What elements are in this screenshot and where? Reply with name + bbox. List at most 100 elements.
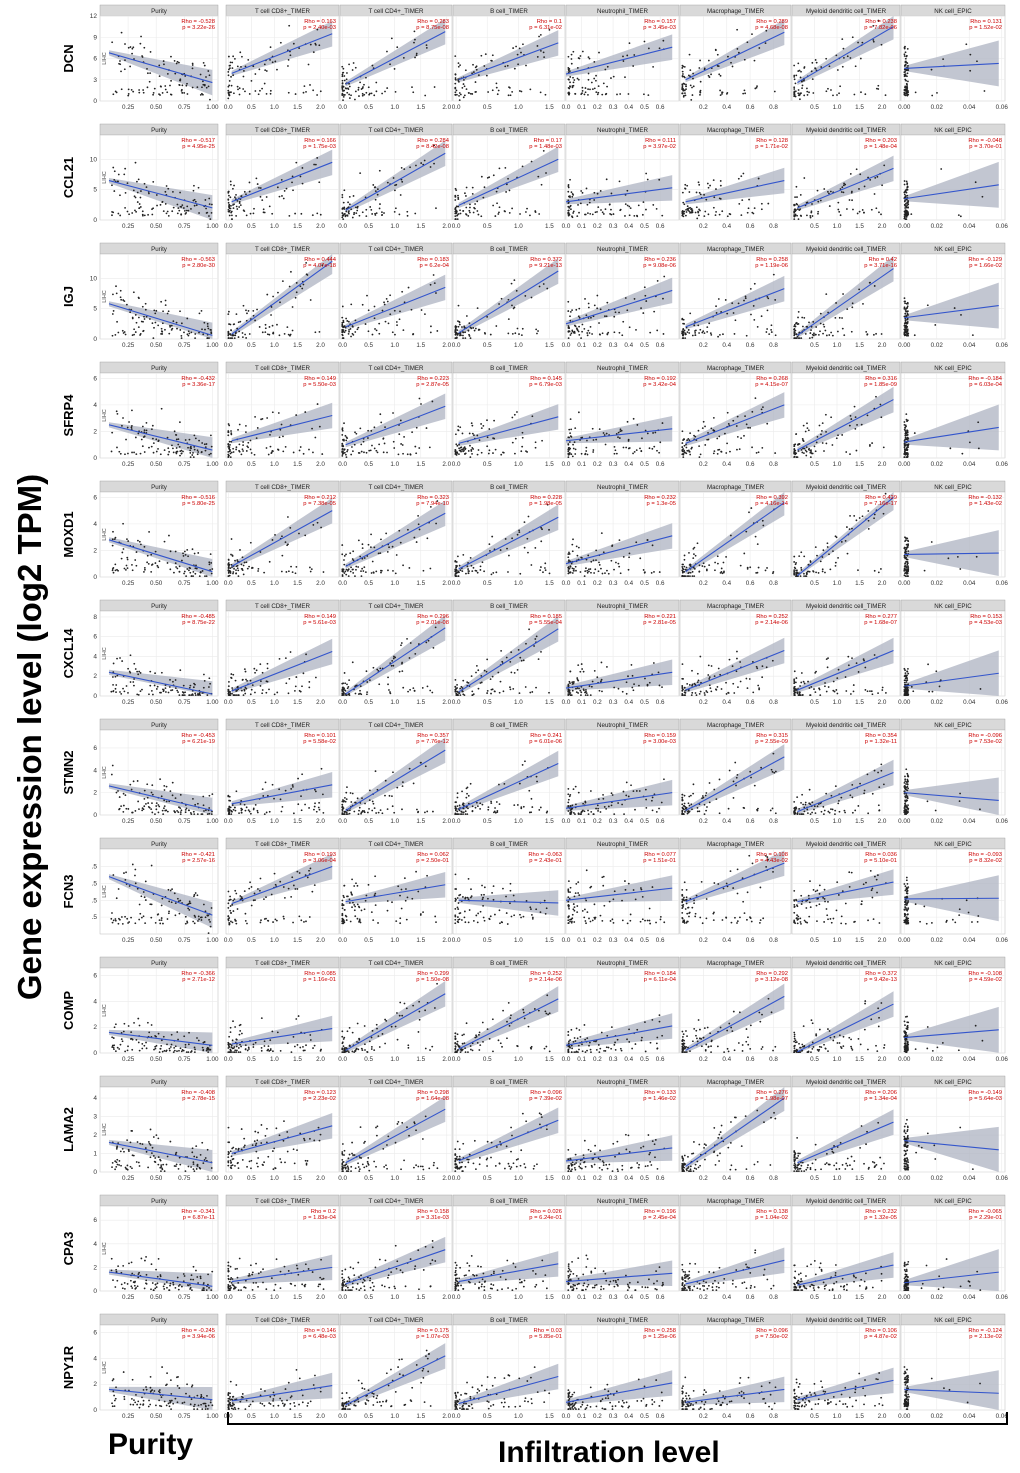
- data-point: [347, 320, 350, 323]
- data-point: [113, 179, 116, 181]
- data-point: [567, 448, 570, 451]
- x-tick-label: 2.0: [442, 580, 451, 587]
- x-tick-label: 0.75: [178, 342, 191, 349]
- data-point: [615, 561, 617, 564]
- data-point: [469, 326, 472, 329]
- data-point: [513, 306, 516, 309]
- data-point: [287, 59, 290, 61]
- data-point: [682, 95, 685, 98]
- data-point: [906, 84, 909, 86]
- data-point: [569, 319, 572, 322]
- data-point: [111, 41, 114, 44]
- data-point: [622, 55, 624, 58]
- data-point: [539, 33, 542, 36]
- data-point: [710, 333, 713, 336]
- data-point: [584, 91, 587, 94]
- data-point: [410, 308, 413, 311]
- regression-line: [797, 26, 894, 84]
- x-tick-label: 1.5: [416, 580, 425, 587]
- data-point: [624, 215, 626, 217]
- data-point: [517, 63, 520, 66]
- data-point: [304, 534, 307, 537]
- data-point: [145, 186, 148, 189]
- data-point: [905, 69, 908, 72]
- data-point: [237, 336, 240, 338]
- data-point: [628, 205, 631, 208]
- data-point: [229, 452, 232, 455]
- data-point: [360, 570, 362, 573]
- data-point: [454, 333, 457, 336]
- data-point: [227, 330, 230, 333]
- gene-label: CCL21: [61, 157, 76, 198]
- data-point: [454, 82, 457, 85]
- data-point: [795, 433, 798, 435]
- data-point: [134, 668, 137, 670]
- data-point: [143, 315, 145, 318]
- data-point: [580, 190, 583, 192]
- data-point: [341, 85, 344, 87]
- data-point: [814, 59, 817, 61]
- data-point: [113, 190, 116, 192]
- regression-line: [458, 158, 559, 206]
- data-point: [399, 541, 402, 544]
- p-value-label: p = 9.08e-06: [643, 263, 676, 269]
- data-point: [171, 689, 174, 691]
- data-point: [299, 175, 302, 178]
- data-point: [112, 310, 115, 312]
- data-point: [344, 434, 347, 437]
- strip-title: T cell CD4+_TIMER: [368, 484, 424, 491]
- data-point: [276, 186, 279, 189]
- x-tick-label: 2.0: [878, 223, 887, 230]
- x-tick-label: 0.75: [178, 699, 191, 706]
- data-point: [799, 76, 802, 79]
- data-point: [352, 450, 354, 453]
- data-point: [242, 304, 245, 307]
- data-point: [342, 99, 344, 102]
- data-point: [159, 453, 162, 456]
- data-point: [495, 190, 498, 193]
- data-point: [231, 334, 234, 337]
- data-point: [567, 556, 570, 559]
- data-point: [180, 452, 183, 455]
- data-point: [139, 690, 142, 693]
- data-point: [851, 302, 854, 305]
- data-point: [821, 422, 824, 425]
- data-point: [415, 426, 418, 429]
- data-point: [254, 73, 257, 75]
- data-point: [797, 310, 800, 313]
- x-tick-label: 0.2: [593, 104, 602, 111]
- data-point: [189, 447, 192, 449]
- data-point: [598, 561, 600, 564]
- data-point: [573, 568, 575, 570]
- data-point: [618, 311, 620, 314]
- data-point: [567, 67, 570, 69]
- data-point: [131, 47, 134, 50]
- data-point: [725, 452, 728, 454]
- data-point: [236, 65, 239, 68]
- data-point: [718, 213, 721, 216]
- data-point: [246, 567, 249, 570]
- data-point: [798, 94, 801, 97]
- x-tick-label: 0.4: [624, 461, 633, 468]
- data-point: [253, 207, 255, 210]
- data-point: [468, 432, 471, 435]
- x-tick-label: 1.0: [833, 580, 842, 587]
- data-point: [184, 691, 187, 694]
- data-point: [341, 216, 344, 219]
- data-point: [249, 212, 252, 215]
- data-point: [618, 180, 621, 183]
- data-point: [905, 539, 907, 542]
- data-point: [281, 535, 283, 538]
- data-point: [454, 207, 457, 210]
- data-point: [698, 191, 701, 194]
- data-point: [581, 191, 584, 194]
- data-point: [383, 303, 386, 306]
- data-point: [344, 215, 347, 218]
- y-tick-label: 5: [93, 306, 97, 313]
- data-point: [162, 690, 165, 693]
- data-point: [587, 56, 590, 59]
- data-point: [229, 444, 231, 446]
